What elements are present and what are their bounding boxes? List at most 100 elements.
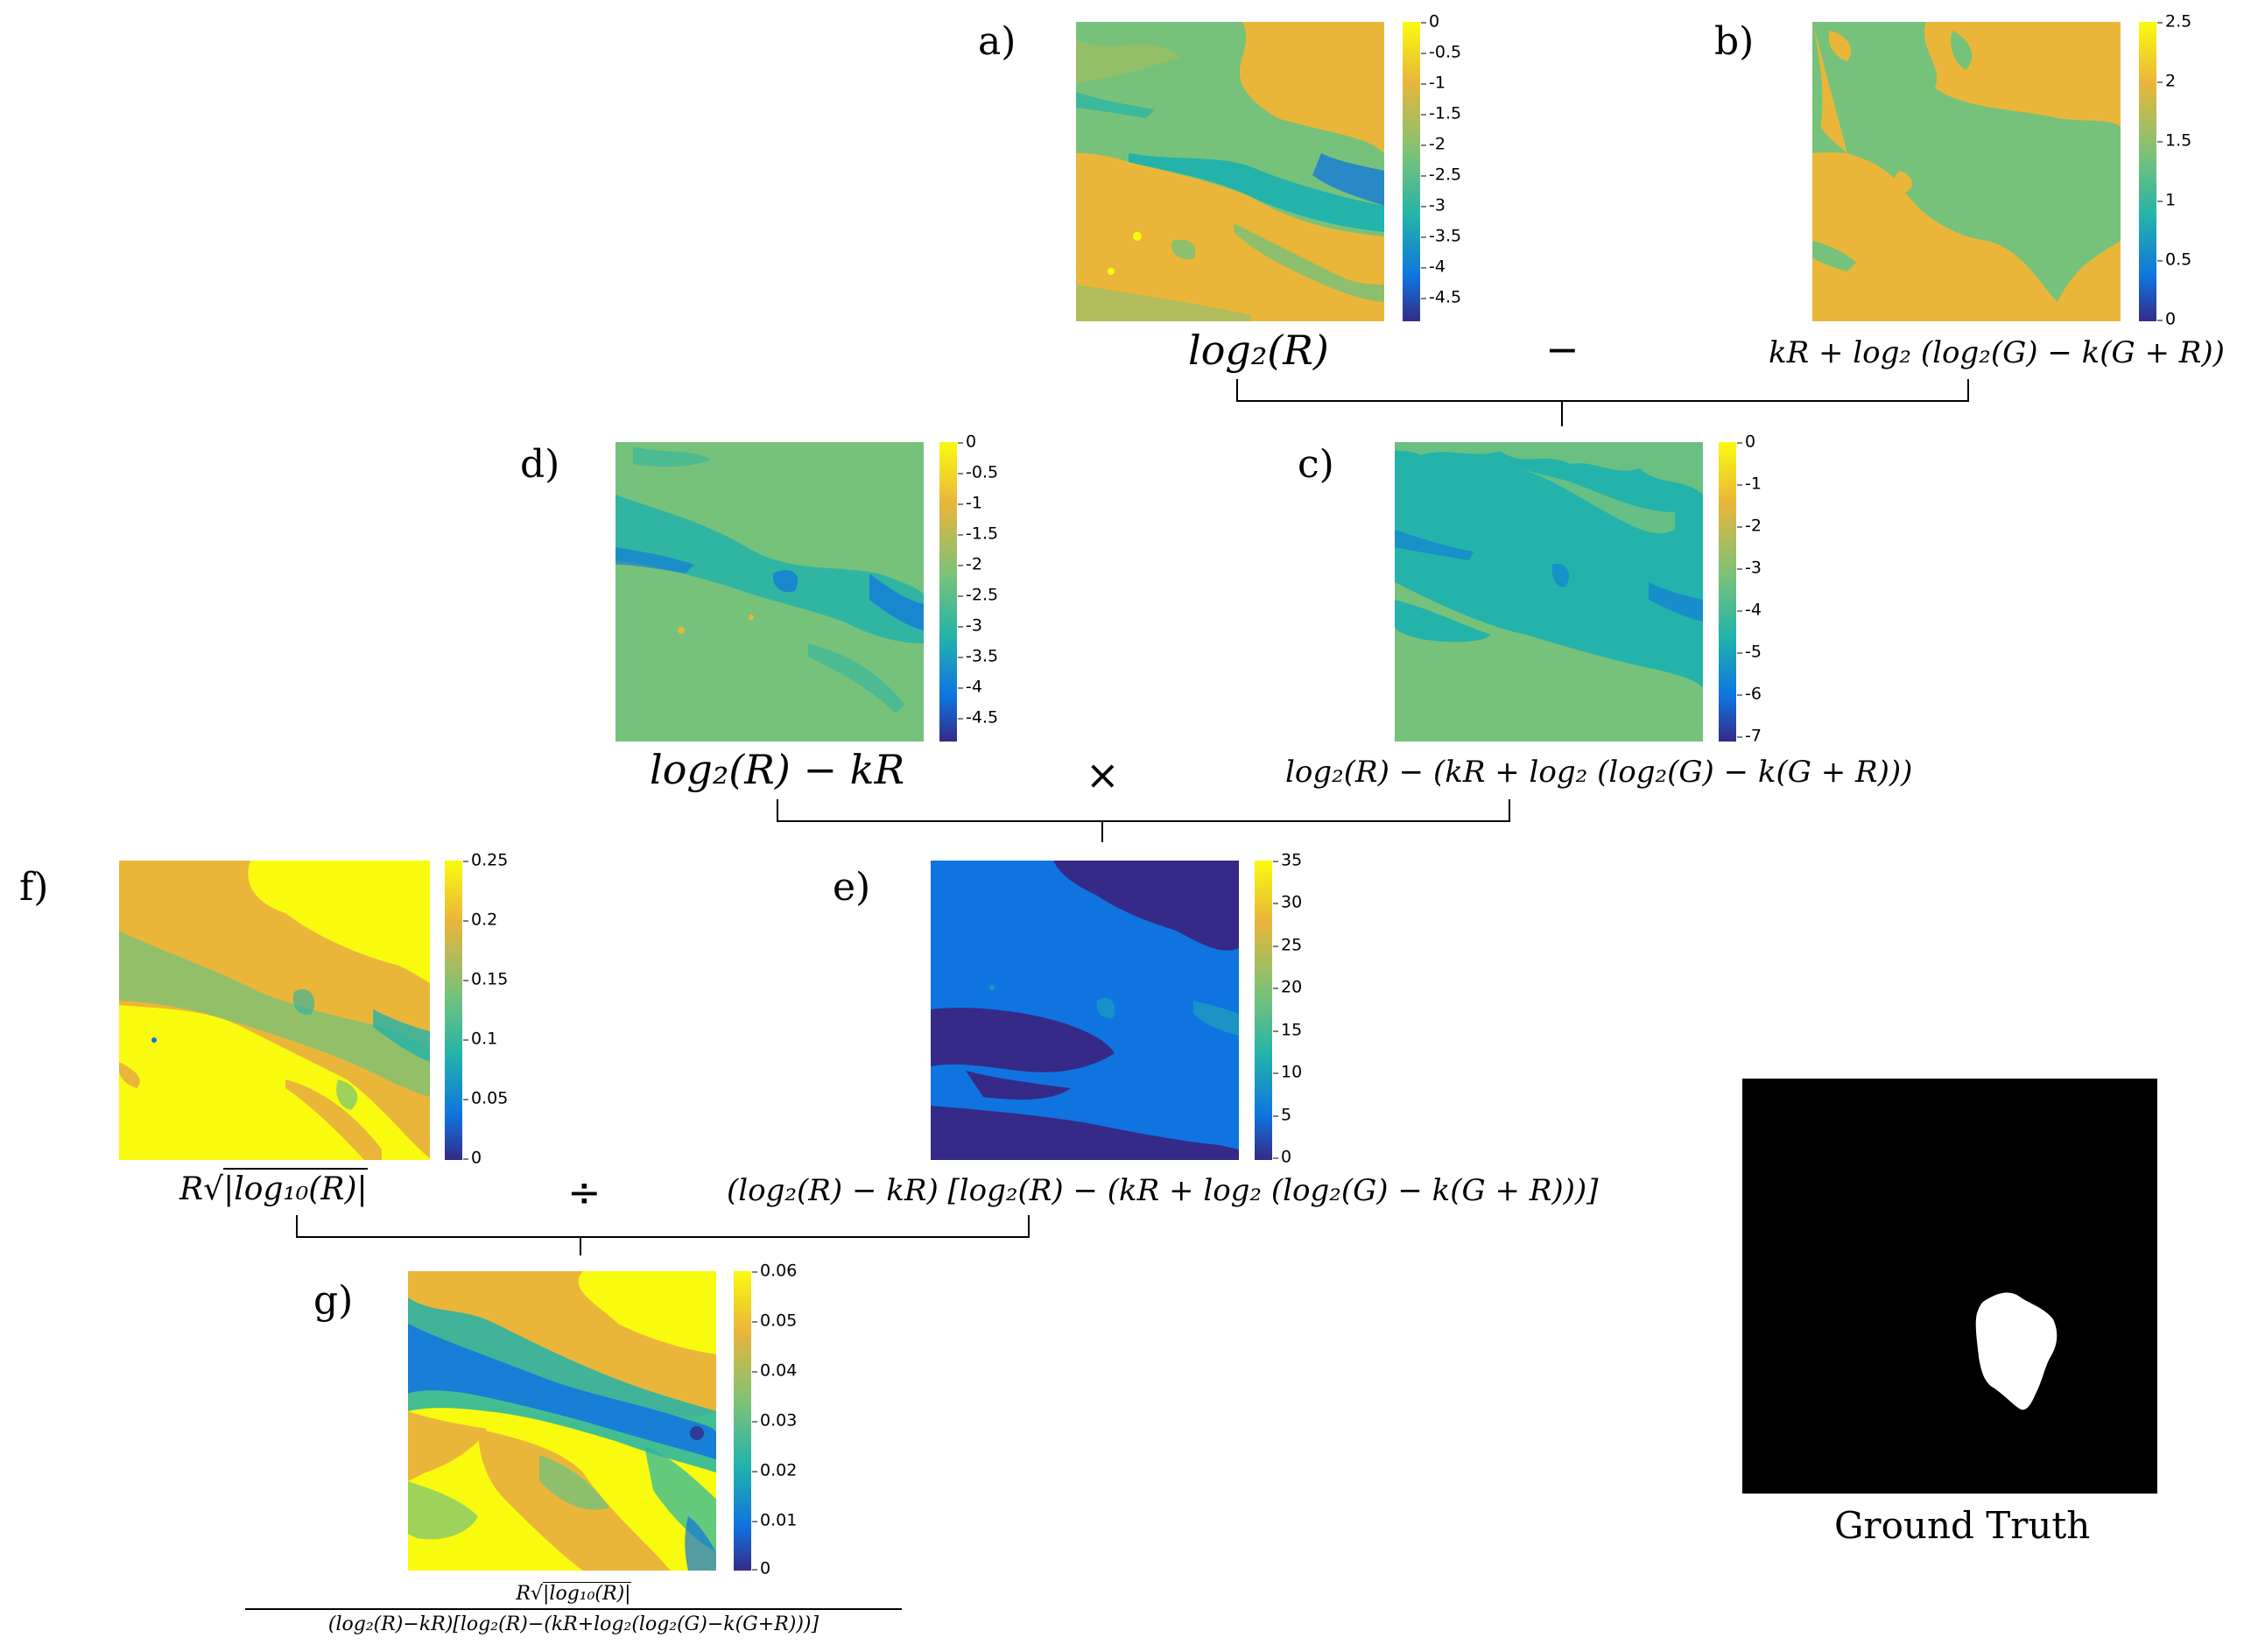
colorbar-tick: 0.01 <box>751 1510 798 1530</box>
colorbar-tick: 0 <box>2156 309 2177 329</box>
panel-d-image <box>616 442 924 742</box>
colorbar-tick: 5 <box>1272 1105 1292 1125</box>
colorbar-tick: 1 <box>2156 190 2177 210</box>
colorbar-tick: 0 <box>751 1558 771 1578</box>
panel-b-label: b) <box>1714 19 1755 64</box>
colorbar-tick: 15 <box>1272 1020 1303 1040</box>
colorbar-tick: 25 <box>1272 935 1303 955</box>
panel-g-colorbar <box>734 1271 751 1571</box>
colorbar-tick: -2.5 <box>1420 165 1462 185</box>
panel-a-formula: log₂(R) <box>1188 327 1329 374</box>
colorbar-tick: 0.2 <box>462 910 498 930</box>
colorbar-tick: 0.15 <box>462 969 509 989</box>
panel-d-formula: log₂(R) − kR <box>650 746 905 793</box>
panel-f-formula-radicand: |log₁₀(R)| <box>223 1168 368 1207</box>
panel-b-formula: kR + log₂ (log₂(G) − k(G + R)) <box>1769 335 2225 370</box>
colorbar-tick: 0.5 <box>2156 250 2192 270</box>
colorbar-tick: -4 <box>1421 257 1446 277</box>
divide-operator: ÷ <box>567 1169 601 1216</box>
colorbar-tick: -4 <box>958 677 982 697</box>
panel-a-image <box>1076 22 1384 321</box>
colorbar-tick: -3.5 <box>1420 226 1462 246</box>
colorbar-tick: -1.5 <box>1420 103 1462 123</box>
colorbar-tick: -0.5 <box>957 462 999 482</box>
panel-f-colorbar-ticks: 0.25 0.2 0.15 0.1 0.05 0 <box>462 852 541 1166</box>
panel-c-colorbar <box>1719 442 1736 742</box>
colorbar-tick: 0.06 <box>751 1261 798 1281</box>
panel-c-image <box>1395 442 1703 742</box>
colorbar-tick: -1 <box>1737 474 1762 494</box>
colorbar-tick: 0 <box>1272 1147 1292 1167</box>
panel-a-label: a) <box>978 19 1016 64</box>
colorbar-tick: 0.05 <box>751 1311 798 1331</box>
colorbar-tick: -2.5 <box>957 585 999 605</box>
panel-d-label: d) <box>520 442 560 487</box>
colorbar-tick: -4.5 <box>1420 287 1462 307</box>
panel-g-denominator: (log₂(R)−kR)[log₂(R)−(kR+log₂(log₂(G)−k(… <box>327 1613 820 1635</box>
colorbar-tick: 2.5 <box>2156 11 2192 32</box>
colorbar-tick: -5 <box>1737 642 1762 662</box>
panel-f-formula: R√|log₁₀(R)| <box>179 1168 368 1207</box>
colorbar-tick: -1 <box>958 493 982 513</box>
colorbar-tick: 2 <box>2156 71 2177 91</box>
panel-g-numerator: R√|log₁₀(R)| <box>245 1582 902 1610</box>
panel-d-colorbar-ticks: 0 -0.5 -1 -1.5 -2 -2.5 -3 -3.5 -4 -4.5 <box>957 433 1036 742</box>
bracket-fe <box>296 1215 1030 1238</box>
colorbar-tick: 0.02 <box>751 1460 798 1480</box>
panel-c-formula: log₂(R) − (kR + log₂ (log₂(G) − k(G + R)… <box>1285 755 1913 790</box>
colorbar-tick: -1 <box>1421 73 1446 93</box>
panel-g-label: g) <box>313 1278 354 1323</box>
colorbar-tick: -2 <box>958 554 982 574</box>
times-operator: × <box>1086 751 1120 798</box>
colorbar-tick: 0.03 <box>751 1410 798 1431</box>
panel-g-numerator-radicand: |log₁₀(R)| <box>543 1582 631 1605</box>
bracket-dc <box>777 799 1510 822</box>
colorbar-tick: -1.5 <box>957 524 999 544</box>
panel-g-image <box>408 1271 716 1571</box>
panel-f-formula-prefix: R <box>179 1171 204 1207</box>
panel-g-numerator-prefix: R <box>516 1583 531 1605</box>
minus-operator: − <box>1545 326 1579 373</box>
panel-d-colorbar <box>939 442 957 742</box>
colorbar-tick: -4 <box>1737 600 1762 620</box>
panel-e-label: e) <box>833 865 871 910</box>
panel-a-colorbar-ticks: 0 -0.5 -1 -1.5 -2 -2.5 -3 -3.5 -4 -4.5 <box>1420 13 1499 321</box>
bracket-ab <box>1236 379 1969 402</box>
colorbar-tick: 35 <box>1272 850 1303 870</box>
colorbar-tick: -3 <box>1421 195 1446 215</box>
ground-truth-label: Ground Truth <box>1834 1504 2091 1547</box>
panel-e-image <box>931 861 1239 1160</box>
colorbar-tick: 0.05 <box>462 1088 509 1108</box>
colorbar-tick: 1.5 <box>2156 130 2192 151</box>
colorbar-tick: -3.5 <box>957 646 999 666</box>
panel-g-formula: R√|log₁₀(R)| (log₂(R)−kR)[log₂(R)−(kR+lo… <box>245 1582 902 1635</box>
colorbar-tick: -7 <box>1737 726 1762 746</box>
colorbar-tick: -3 <box>1737 558 1762 578</box>
colorbar-tick: 0.1 <box>462 1029 498 1049</box>
colorbar-tick: 0.04 <box>751 1360 798 1381</box>
panel-b-image <box>1812 22 2121 321</box>
panel-f-image <box>119 861 430 1160</box>
colorbar-tick: 20 <box>1272 977 1303 997</box>
colorbar-tick: -2 <box>1737 516 1762 536</box>
colorbar-tick: 30 <box>1272 892 1303 912</box>
colorbar-tick: -2 <box>1421 134 1446 154</box>
colorbar-tick: -3 <box>958 615 982 636</box>
panel-f-colorbar <box>445 861 462 1160</box>
colorbar-tick: 0 <box>462 1148 482 1168</box>
colorbar-tick: -6 <box>1737 684 1762 704</box>
bracket-fe-stem <box>580 1236 581 1255</box>
colorbar-tick: -4.5 <box>957 707 999 728</box>
colorbar-tick: -0.5 <box>1420 42 1462 62</box>
colorbar-tick: 0 <box>1420 11 1440 32</box>
panel-c-colorbar-ticks: 0 -1 -2 -3 -4 -5 -6 -7 <box>1736 433 1815 746</box>
panel-a-colorbar <box>1403 22 1420 321</box>
panel-f-label: f) <box>19 865 49 910</box>
panel-c-label: c) <box>1298 442 1334 487</box>
panel-g-colorbar-ticks: 0.06 0.05 0.04 0.03 0.02 0.01 0 <box>751 1262 830 1577</box>
bracket-ab-stem <box>1561 400 1563 426</box>
panel-e-formula: (log₂(R) − kR) [log₂(R) − (kR + log₂ (lo… <box>727 1173 1599 1208</box>
panel-b-colorbar <box>2139 22 2156 321</box>
bracket-dc-stem <box>1101 820 1103 842</box>
panel-e-colorbar-ticks: 35 30 25 20 15 10 5 0 <box>1272 852 1351 1165</box>
